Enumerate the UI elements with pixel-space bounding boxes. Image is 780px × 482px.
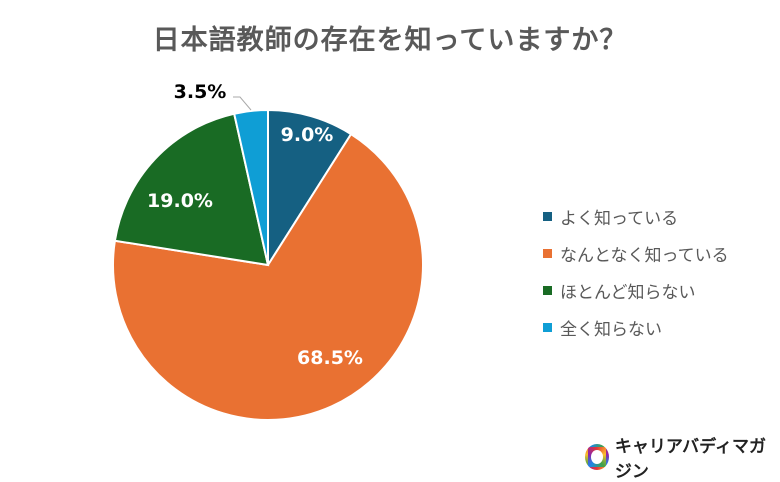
legend-swatch [543, 212, 552, 221]
data-label: 68.5% [297, 347, 363, 369]
legend-swatch [543, 286, 552, 295]
chart-title: 日本語教師の存在を知っていますか？ [152, 25, 628, 56]
legend-item: なんとなく知っている [543, 235, 729, 272]
pie-chart: 9.0% 68.5% 19.0% 3.5% [112, 81, 424, 421]
legend-label: 全く知らない [560, 320, 662, 340]
brand-logo: キャリアバディマガジン [585, 432, 780, 482]
pie-slice [267, 108, 353, 269]
leader-line [233, 96, 252, 111]
legend-label: ほとんど知らない [560, 283, 696, 303]
legend-item: よく知っている [543, 198, 729, 235]
logo-icon [585, 444, 609, 470]
data-label: 19.0% [147, 190, 213, 212]
legend-label: なんとなく知っている [560, 246, 729, 266]
legend: よく知っている なんとなく知っている ほとんど知らない 全く知らない [543, 198, 729, 346]
logo-text: キャリアバディマガジン [614, 437, 766, 482]
legend-label: よく知っている [560, 209, 679, 229]
pie-slice [113, 112, 270, 267]
legend-swatch [543, 249, 552, 258]
data-label: 9.0% [281, 124, 334, 146]
legend-swatch [543, 323, 552, 332]
legend-item: ほとんど知らない [543, 272, 729, 309]
legend-item: 全く知らない [543, 309, 729, 346]
data-label: 3.5% [174, 81, 227, 103]
pie-slice [112, 132, 424, 421]
pie-slice [232, 108, 269, 266]
